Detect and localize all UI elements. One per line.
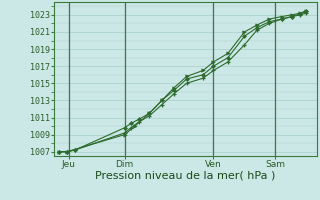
X-axis label: Pression niveau de la mer( hPa ): Pression niveau de la mer( hPa ) (95, 171, 276, 181)
